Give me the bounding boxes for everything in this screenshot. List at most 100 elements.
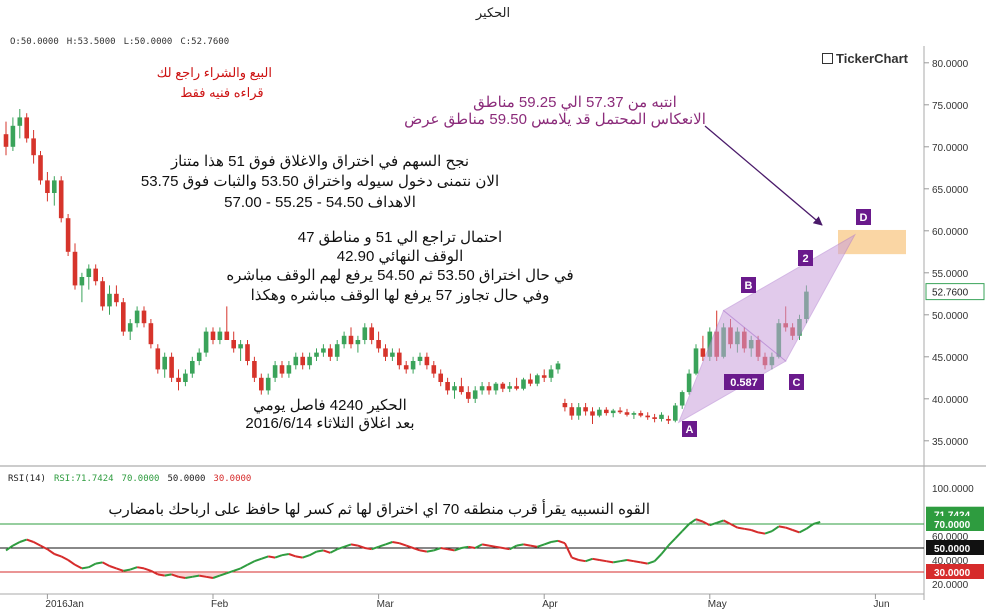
candle[interactable] [362,323,368,345]
rsi-panel[interactable]: 100.000080.000060.000040.000020.000071.7… [0,484,984,591]
candle[interactable] [183,369,188,387]
candle[interactable] [673,403,678,423]
candle[interactable] [24,113,29,143]
candle[interactable] [114,285,119,307]
candle[interactable] [576,403,581,420]
candle[interactable] [693,344,699,376]
candle[interactable] [217,327,223,345]
candle[interactable] [424,352,430,370]
candle[interactable] [390,348,395,361]
candle[interactable] [624,408,630,417]
candle[interactable] [500,382,506,393]
candle[interactable] [590,407,595,424]
candle[interactable] [610,408,616,418]
candle[interactable] [272,361,278,382]
candle[interactable] [507,382,512,393]
candle[interactable] [397,348,402,370]
candle[interactable] [86,264,92,290]
candle[interactable] [127,319,133,340]
candle[interactable] [583,403,588,416]
candle[interactable] [79,272,85,303]
candle[interactable] [38,151,43,185]
candle[interactable] [10,117,16,151]
candle[interactable] [162,352,167,378]
candle[interactable] [107,285,112,315]
candle[interactable] [604,407,609,416]
candle[interactable] [535,373,540,387]
candle[interactable] [666,415,671,424]
candle[interactable] [341,331,347,349]
candle[interactable] [514,377,519,391]
price-axis[interactable]: 80.0000 75.0000 70.0000 65.0000 60.0000 55.00… [924,59,985,448]
candle[interactable] [196,348,202,366]
candle[interactable] [300,352,305,370]
candle[interactable] [45,172,50,202]
candle[interactable] [376,331,381,353]
candle[interactable] [410,356,416,374]
candle[interactable] [169,352,174,382]
candle[interactable] [17,109,23,139]
candle[interactable] [307,352,312,370]
candle[interactable] [645,412,650,420]
time-axis[interactable]: 2016Jan Feb Mar Apr May Jun [45,594,890,610]
candle[interactable] [486,382,492,395]
candle[interactable] [252,356,257,382]
candle[interactable] [597,407,602,418]
candle[interactable] [569,403,575,420]
candle[interactable] [348,327,354,349]
candle[interactable] [521,377,526,391]
candle[interactable] [121,298,126,336]
candle[interactable] [403,361,409,374]
candle[interactable] [493,382,499,395]
candle[interactable] [686,369,692,395]
candle[interactable] [355,335,361,353]
candle[interactable] [466,386,471,403]
candle[interactable] [31,130,36,164]
candle[interactable] [528,373,533,387]
candle[interactable] [617,407,623,414]
candle[interactable] [148,319,154,349]
candle[interactable] [265,373,271,395]
candle[interactable] [638,410,644,418]
candle[interactable] [203,327,209,357]
candle[interactable] [328,344,333,361]
candle[interactable] [72,243,78,290]
candle[interactable] [472,386,478,403]
candle[interactable] [224,306,230,340]
candle[interactable] [238,340,243,361]
candle[interactable] [210,327,216,345]
candle[interactable] [369,323,374,345]
candle[interactable] [58,176,64,223]
candle[interactable] [279,361,285,378]
candle[interactable] [659,412,664,422]
candle[interactable] [479,382,485,395]
candle[interactable] [176,369,181,391]
candle[interactable] [541,369,547,382]
candle[interactable] [52,176,57,206]
candle[interactable] [293,352,299,370]
candle[interactable] [459,377,464,395]
candle[interactable] [555,361,561,374]
candle[interactable] [100,277,105,311]
candle[interactable] [190,356,195,378]
candle[interactable] [417,352,423,366]
candle[interactable] [631,411,637,419]
candle[interactable] [562,398,568,412]
candle[interactable] [700,335,706,361]
candle[interactable] [286,361,292,378]
candle[interactable] [438,369,443,387]
abcd-pattern[interactable]: A B C D 2 0.587 [677,209,906,437]
candle[interactable] [452,382,457,399]
candle[interactable] [134,306,140,328]
candle[interactable] [321,344,326,357]
candle[interactable] [245,340,250,366]
candle[interactable] [445,377,450,395]
candle[interactable] [155,344,161,374]
candle[interactable] [431,361,437,378]
candle[interactable] [652,413,657,423]
candle[interactable] [383,344,388,361]
candle[interactable] [93,264,98,286]
candle[interactable] [231,331,236,353]
candle[interactable] [679,390,685,409]
